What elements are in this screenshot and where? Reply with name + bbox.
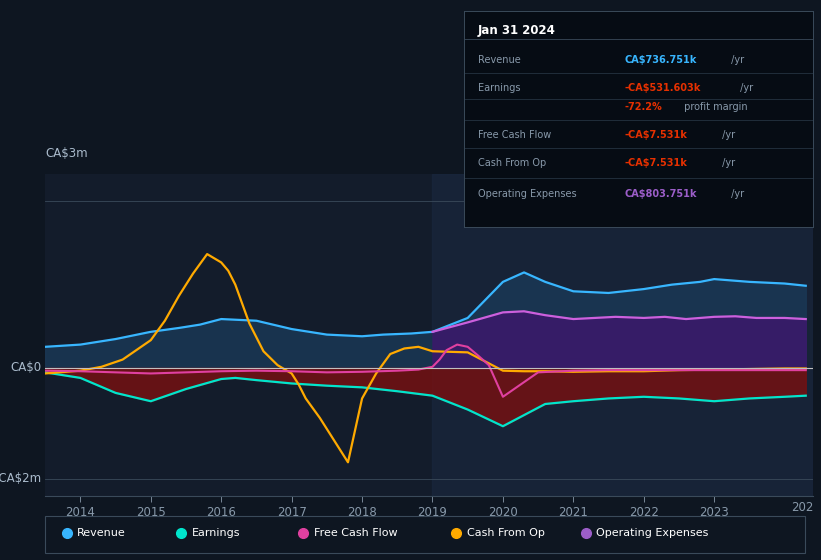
Text: Cash From Op: Cash From Op [478, 158, 546, 168]
Bar [433, 174, 813, 496]
Text: Operating Expenses: Operating Expenses [478, 189, 576, 199]
Text: Revenue: Revenue [478, 55, 521, 65]
Text: -72.2%: -72.2% [624, 102, 662, 112]
Text: -CA$531.603k: -CA$531.603k [624, 83, 701, 93]
Text: CA$3m: CA$3m [45, 147, 88, 160]
Text: Operating Expenses: Operating Expenses [596, 529, 709, 538]
Text: /yr: /yr [737, 83, 754, 93]
Text: -CA$2m: -CA$2m [0, 473, 42, 486]
Text: Cash From Op: Cash From Op [466, 529, 544, 538]
Text: CA$803.751k: CA$803.751k [624, 189, 697, 199]
Text: Free Cash Flow: Free Cash Flow [314, 529, 397, 538]
Text: Earnings: Earnings [478, 83, 521, 93]
Text: profit margin: profit margin [681, 102, 748, 112]
Text: CA$0: CA$0 [11, 361, 42, 375]
Text: Free Cash Flow: Free Cash Flow [478, 130, 551, 140]
Text: Earnings: Earnings [192, 529, 241, 538]
Text: /yr: /yr [728, 55, 744, 65]
Text: /yr: /yr [718, 130, 735, 140]
Text: -CA$7.531k: -CA$7.531k [624, 130, 687, 140]
Text: Jan 31 2024: Jan 31 2024 [478, 24, 556, 37]
Text: CA$736.751k: CA$736.751k [624, 55, 697, 65]
Text: Revenue: Revenue [77, 529, 126, 538]
Text: -CA$7.531k: -CA$7.531k [624, 158, 687, 168]
Text: /yr: /yr [718, 158, 735, 168]
Text: /yr: /yr [728, 189, 744, 199]
Text: 202: 202 [791, 501, 814, 514]
